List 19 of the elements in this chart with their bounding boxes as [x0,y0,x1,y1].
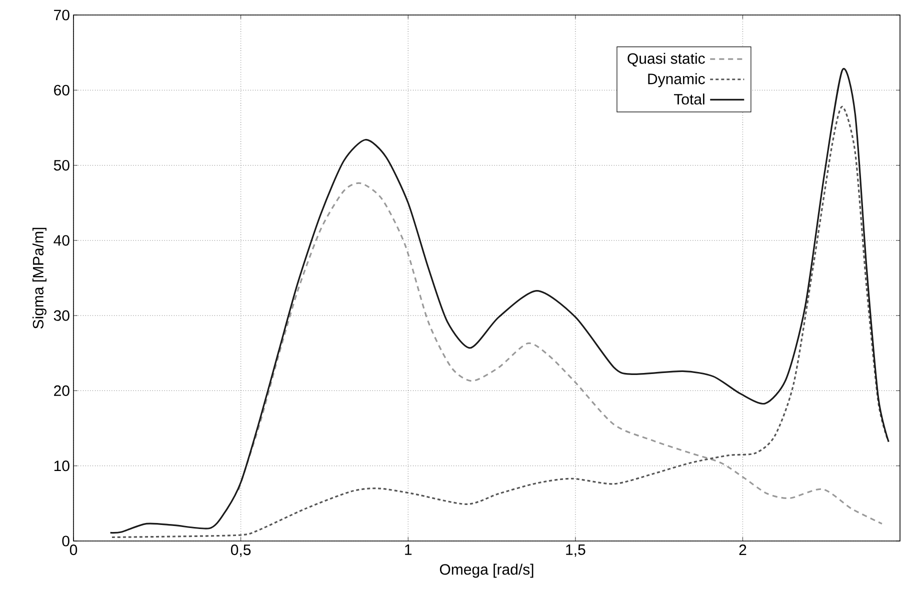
x-tick-label: 2 [739,544,746,555]
x-axis-title: Omega [rad/s] [440,564,534,578]
legend-label: Total [674,94,704,105]
x-tick-label: 0 [70,544,78,556]
y-tick-label: 30 [54,310,70,321]
y-tick-label: 50 [54,160,70,171]
x-tick-label: 0,5 [230,544,251,557]
y-tick-label: 70 [54,10,70,20]
legend-label: Quasi static [628,52,705,67]
legend-label: Dynamic [648,73,705,88]
y-tick-label: 10 [54,460,70,472]
x-tick-label: 1,5 [566,544,586,557]
line-series [238,182,883,525]
y-tick-label: 60 [54,84,70,96]
y-axis-title: Sigma [MPa/m] [32,228,46,329]
y-tick-label: 40 [54,235,70,246]
x-tick-label: 1 [405,544,412,555]
y-tick-label: 0 [62,536,70,546]
y-tick-label: 20 [54,385,70,396]
